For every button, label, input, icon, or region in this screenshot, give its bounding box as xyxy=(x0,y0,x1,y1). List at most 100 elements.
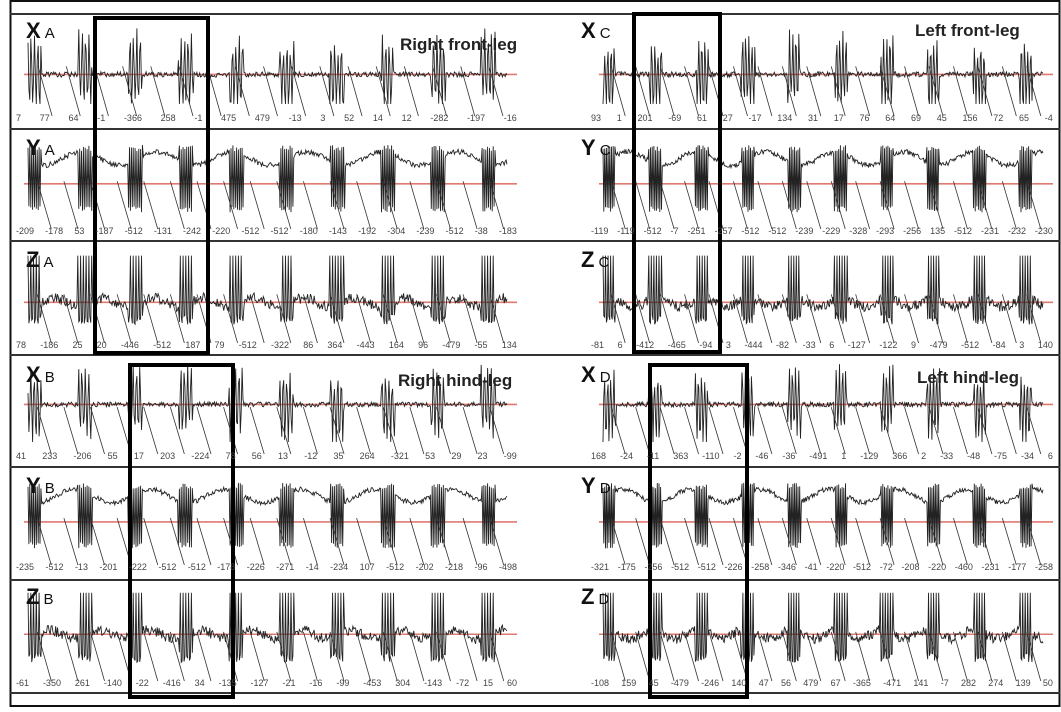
tick-label: -239 xyxy=(416,226,435,236)
tick-label: -246 xyxy=(701,678,720,688)
segment-marker xyxy=(1026,181,1042,230)
segment-marker xyxy=(879,294,895,344)
tick-label: 274 xyxy=(988,678,1004,688)
tick-label: -4 xyxy=(1044,113,1053,123)
tick-label: -512 xyxy=(153,340,172,350)
tick-label: 9 xyxy=(910,340,916,350)
segment-marker xyxy=(757,631,773,682)
segment-marker xyxy=(489,294,505,344)
tick-label: 23 xyxy=(477,451,488,461)
segment-marker xyxy=(409,406,425,455)
tick-label: -48 xyxy=(967,451,981,461)
segment-marker xyxy=(635,294,651,344)
tick-label: 61 xyxy=(697,113,708,123)
tick-label: -41 xyxy=(804,562,818,572)
segment-marker xyxy=(196,631,212,682)
segment-marker xyxy=(143,294,159,344)
tick-label: 135 xyxy=(930,226,946,236)
panel-y-b xyxy=(24,482,517,566)
tick-label: -72 xyxy=(456,678,470,688)
segment-marker xyxy=(356,517,372,566)
tick-label: -412 xyxy=(636,340,655,350)
segment-marker xyxy=(977,406,993,455)
tick-label: -231 xyxy=(981,562,1000,572)
tick-label: 6 xyxy=(617,340,623,350)
tick-label: 282 xyxy=(961,678,977,688)
tick-label: -365 xyxy=(852,678,871,688)
signal-trace xyxy=(27,255,508,326)
segment-marker xyxy=(382,294,398,344)
segment-marker xyxy=(830,631,846,682)
tick-label: -230 xyxy=(1034,226,1053,236)
tick-label: -208 xyxy=(901,562,920,572)
segment-marker xyxy=(432,66,447,117)
segment-marker xyxy=(904,631,919,682)
tick-label: 139 xyxy=(1015,678,1031,688)
tick-label-row: -119 -119 -512 -7 -251 -257 -512 -512 -239 -229 -3… xyxy=(591,226,1053,237)
segment-marker xyxy=(196,406,212,455)
segment-marker xyxy=(90,294,105,344)
segment-marker xyxy=(684,631,699,682)
segment-marker xyxy=(635,631,651,682)
leg-annotation: Right hind-leg xyxy=(398,371,513,390)
segment-marker xyxy=(806,181,822,230)
tick-label: -12 xyxy=(304,451,318,461)
tick-label: -460 xyxy=(954,562,973,572)
segment-marker xyxy=(928,181,944,230)
tick-label: -512 xyxy=(697,562,716,572)
tick-label: 168 xyxy=(591,451,607,461)
tick-label: -231 xyxy=(981,226,1000,236)
tick-label: -177 xyxy=(1008,562,1027,572)
tick-label: -2 xyxy=(733,451,742,461)
segment-marker xyxy=(830,517,846,566)
tick-label: -346 xyxy=(777,562,796,572)
segment-marker xyxy=(733,294,748,344)
segment-marker xyxy=(953,181,968,230)
tick-label: 17 xyxy=(133,451,144,461)
segment-marker xyxy=(462,294,478,344)
segment-marker xyxy=(635,517,651,566)
segment-marker xyxy=(733,181,748,230)
segment-marker xyxy=(178,66,194,117)
tick-label: 25 xyxy=(72,340,83,350)
segment-marker xyxy=(329,181,345,230)
tick-label: -82 xyxy=(776,340,790,350)
tick-label: -129 xyxy=(860,451,879,461)
tick-label-row: 41 233 -206 55 17 203 -224 78 56 13 -12 35 264 -321 53… xyxy=(16,451,517,462)
segment-marker xyxy=(409,631,425,682)
tick-label: -127 xyxy=(847,340,866,350)
segment-marker xyxy=(855,66,871,117)
segment-marker xyxy=(1001,294,1017,344)
segment-marker xyxy=(610,631,626,682)
segment-marker xyxy=(90,181,105,230)
tick-label: -72 xyxy=(879,562,893,572)
segment-marker xyxy=(489,517,505,566)
segment-marker xyxy=(879,406,895,455)
tick-label-row: 7 77 64 -1 -366 258 -1 475 479 -13 3 52 14 12 -282 -197… xyxy=(16,113,517,124)
segment-marker xyxy=(36,517,52,566)
signal-trace xyxy=(27,592,508,664)
tick-label: -178 xyxy=(217,562,236,572)
segment-marker xyxy=(249,517,265,566)
tick-label: 77 xyxy=(39,113,50,123)
signal-trace xyxy=(27,363,508,443)
signal-trace xyxy=(602,592,1044,663)
segment-marker xyxy=(319,66,335,117)
segment-marker xyxy=(249,294,265,344)
signal-trace xyxy=(602,482,1044,549)
segment-marker xyxy=(382,517,398,566)
segment-marker xyxy=(356,181,372,230)
segment-marker xyxy=(263,66,278,117)
tick-label: 93 xyxy=(591,113,602,123)
tick-label: -239 xyxy=(795,226,814,236)
segment-marker xyxy=(63,406,79,455)
tick-label: -119 xyxy=(591,226,609,236)
segment-marker xyxy=(781,181,797,230)
tick-label: -256 xyxy=(903,226,922,236)
tick-label-row: -61 -350 261 -140 -22 -416 34 -135 -127 -21 -16 -99… xyxy=(16,678,517,689)
tick-label: -16 xyxy=(503,113,517,123)
tick-label: -81 xyxy=(591,340,605,350)
tick-label: -444 xyxy=(744,340,763,350)
segment-marker xyxy=(63,517,79,566)
